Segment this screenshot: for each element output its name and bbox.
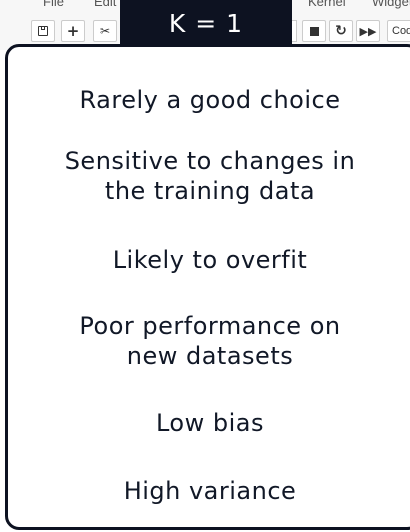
menu-edit[interactable]: Edit [94, 0, 117, 9]
slide-title: K = 1 [168, 8, 244, 38]
fast-forward-icon: ▶▶ [359, 24, 377, 38]
save-icon [38, 26, 48, 36]
slide-card: Rarely a good choice Sensitive to change… [5, 44, 410, 530]
slide-point-line: new datasets [126, 342, 294, 370]
slide-point-line: the training data [104, 177, 316, 205]
save-button[interactable] [31, 20, 55, 42]
cell-type-select[interactable]: Code [387, 20, 410, 42]
insert-cell-button[interactable]: + [61, 20, 85, 42]
interrupt-kernel-button[interactable] [302, 20, 326, 42]
slide-title-tab: K = 1 [120, 0, 292, 46]
slide-point-rarely-good-choice: Rarely a good choice [8, 85, 410, 115]
stop-icon [309, 26, 319, 36]
restart-kernel-button[interactable]: ↻ [329, 20, 353, 42]
slide-point-sensitive-to-changes: Sensitive to changes in the training dat… [8, 146, 410, 206]
toolbar-button-edge[interactable] [289, 20, 297, 42]
slide-point-line: Poor performance on [79, 312, 341, 340]
slide-point-line: Likely to overfit [112, 246, 308, 274]
slide-point-line: Low bias [155, 409, 264, 437]
menu-kernel[interactable]: Kernel [308, 0, 346, 9]
slide-point-high-variance: High variance [8, 476, 410, 506]
menu-file[interactable]: File [43, 0, 64, 9]
cut-cell-button[interactable]: ✂ [93, 20, 117, 42]
menu-widgets[interactable]: Widgets [372, 0, 410, 9]
slide-point-low-bias: Low bias [8, 408, 410, 438]
restart-icon: ↻ [335, 23, 347, 39]
restart-run-all-button[interactable]: ▶▶ [356, 20, 380, 42]
cell-type-select-value: Code [392, 25, 410, 37]
slide-point-likely-to-overfit: Likely to overfit [8, 245, 410, 275]
plus-icon: + [66, 22, 80, 40]
slide-point-line: Rarely a good choice [79, 86, 341, 114]
cut-icon: ✂ [99, 24, 111, 38]
slide-point-line: Sensitive to changes in [64, 147, 356, 175]
slide-point-line: High variance [123, 477, 297, 505]
slide-point-poor-performance: Poor performance on new datasets [8, 311, 410, 371]
